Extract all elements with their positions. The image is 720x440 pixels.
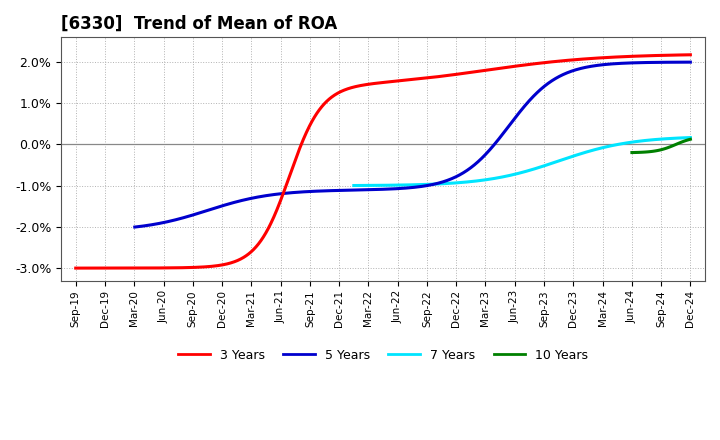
Legend: 3 Years, 5 Years, 7 Years, 10 Years: 3 Years, 5 Years, 7 Years, 10 Years: [174, 344, 593, 367]
Text: [6330]  Trend of Mean of ROA: [6330] Trend of Mean of ROA: [61, 15, 338, 33]
